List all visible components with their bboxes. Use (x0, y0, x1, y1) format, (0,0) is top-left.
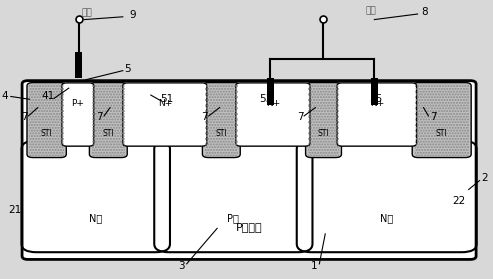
Text: 51: 51 (160, 94, 173, 104)
Text: STI: STI (317, 129, 329, 138)
Text: P+: P+ (71, 99, 84, 108)
Text: 21: 21 (8, 205, 21, 215)
FancyBboxPatch shape (27, 83, 66, 158)
Text: 41: 41 (41, 92, 54, 102)
FancyBboxPatch shape (236, 83, 310, 146)
Text: STI: STI (41, 129, 52, 138)
Text: 5: 5 (124, 64, 131, 74)
Text: 3: 3 (178, 261, 185, 271)
Text: N阱: N阱 (89, 214, 103, 224)
Text: 阳极: 阳极 (81, 8, 92, 17)
FancyBboxPatch shape (22, 81, 476, 259)
Bar (92, 84, 125, 156)
Text: N+: N+ (158, 99, 172, 108)
Text: 2: 2 (482, 173, 488, 183)
Text: P型衬底: P型衬底 (236, 222, 262, 232)
Text: 53: 53 (260, 94, 273, 104)
Text: 9: 9 (129, 10, 136, 20)
Text: STI: STI (103, 129, 114, 138)
Text: 阴极: 阴极 (365, 7, 376, 16)
Text: 22: 22 (452, 196, 465, 206)
FancyBboxPatch shape (306, 83, 342, 158)
Bar (75, 52, 82, 78)
Bar (30, 84, 64, 156)
Text: N+: N+ (266, 99, 280, 108)
Text: 7: 7 (21, 112, 28, 122)
FancyBboxPatch shape (62, 83, 94, 146)
FancyBboxPatch shape (123, 83, 207, 146)
Text: 1: 1 (311, 261, 318, 271)
Text: 7: 7 (430, 112, 437, 122)
Text: 7: 7 (297, 112, 304, 122)
FancyBboxPatch shape (89, 83, 127, 158)
Text: STI: STI (436, 129, 448, 138)
Text: 7: 7 (202, 112, 208, 122)
Bar (308, 84, 339, 156)
Text: 8: 8 (421, 7, 428, 17)
FancyBboxPatch shape (337, 83, 417, 146)
Bar (205, 84, 238, 156)
Bar (267, 78, 274, 105)
Text: STI: STI (215, 129, 227, 138)
Text: P阱: P阱 (227, 214, 239, 224)
FancyBboxPatch shape (203, 83, 240, 158)
FancyBboxPatch shape (412, 83, 471, 158)
Bar (371, 78, 378, 105)
Bar (415, 84, 469, 156)
Text: 7: 7 (96, 112, 103, 122)
Text: N阱: N阱 (380, 214, 393, 224)
Text: 4: 4 (1, 92, 8, 102)
Text: 55: 55 (369, 94, 382, 104)
Text: N+: N+ (370, 99, 384, 108)
